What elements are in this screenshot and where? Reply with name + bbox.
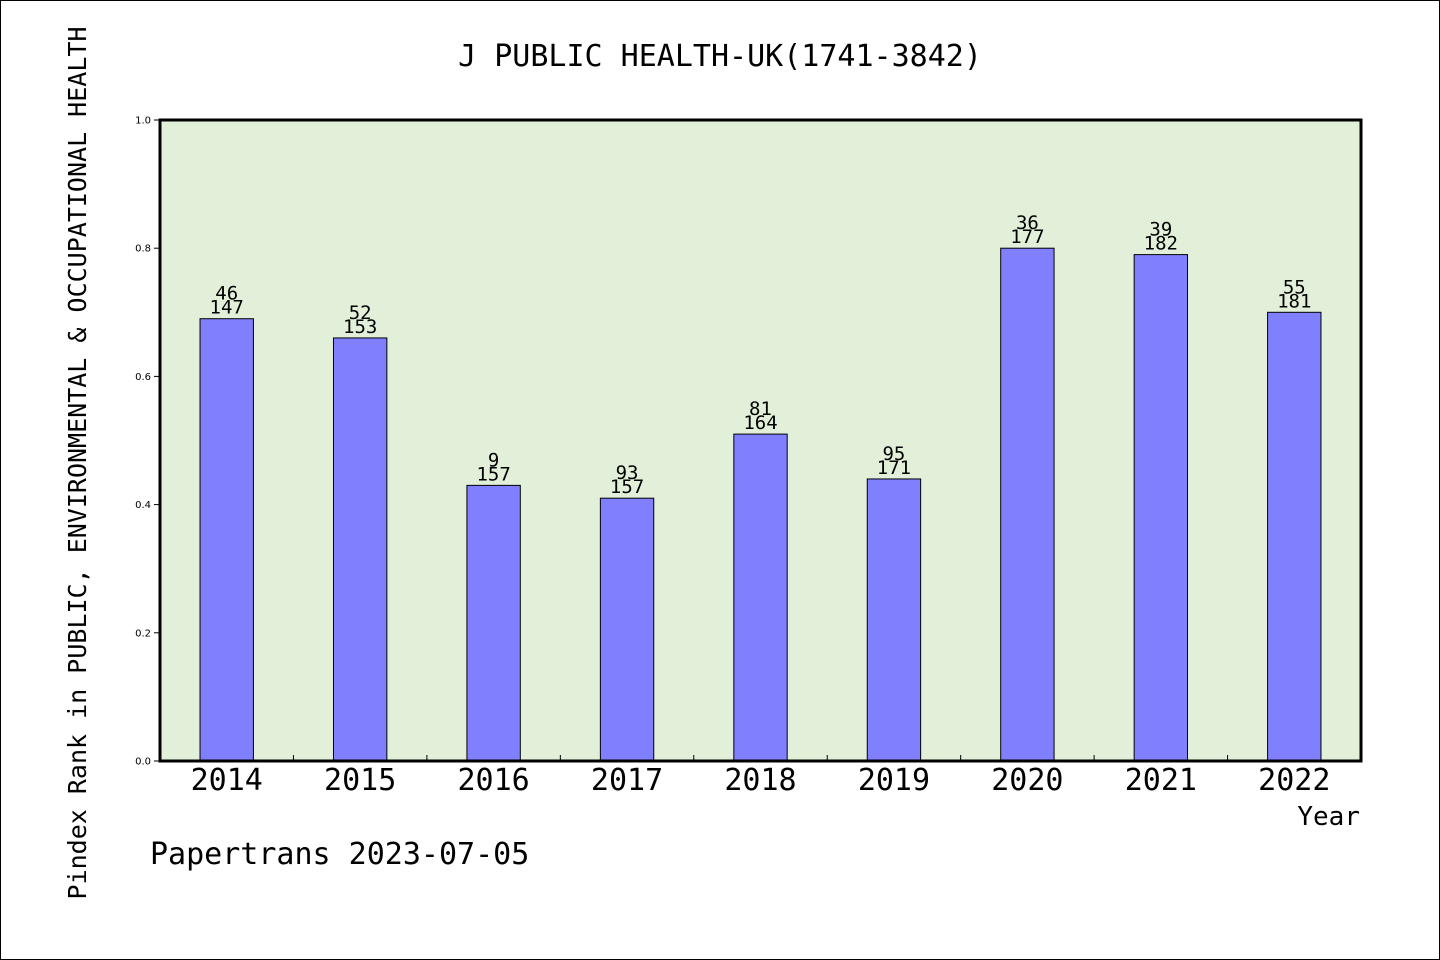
x-tick-label-2018: 2018 (724, 763, 796, 798)
y-tick-label: 0.0 (135, 757, 151, 768)
bar-2014 (199, 318, 254, 762)
x-axis-label: Year (1297, 802, 1360, 832)
rank-label-2018: 81 (749, 398, 772, 420)
rank-label-2021: 39 (1149, 219, 1172, 241)
total-label-2016: 157 (476, 463, 510, 485)
x-ticks-layer: 2014 2015 2016 2017 2018 2019 2020 2021 2022 (191, 755, 1330, 798)
rank-label-2020: 36 (1016, 212, 1039, 234)
rank-label-2017: 93 (616, 462, 639, 484)
y-tick-label: 0.4 (135, 500, 151, 511)
total-label-2017: 157 (610, 476, 644, 498)
x-tick-label-2019: 2019 (858, 763, 930, 798)
bars-layer (199, 247, 1322, 762)
rank-label-2014: 46 (215, 283, 238, 305)
x-tick-label-2017: 2017 (591, 763, 663, 798)
x-tick-label-2016: 2016 (457, 763, 529, 798)
y-tick-label: 0.2 (135, 628, 151, 639)
bar-2019 (866, 478, 922, 762)
bar-2022 (1267, 311, 1322, 762)
y-tick-label: 0.6 (135, 372, 151, 383)
rank-label-2015: 52 (349, 302, 372, 324)
bar-2015 (332, 337, 388, 762)
y-ticks-layer: 0.0 0.2 0.4 0.6 0.8 1.0 (135, 116, 160, 768)
rank-label-2016: 9 (488, 449, 499, 471)
x-tick-label-2014: 2014 (191, 763, 263, 798)
y-tick-label: 1.0 (135, 116, 151, 127)
footer-credit: Papertrans 2023-07-05 (150, 837, 529, 872)
plot-border (158, 118, 1363, 763)
x-tick-label-2020: 2020 (991, 763, 1063, 798)
total-label-2014: 147 (210, 297, 244, 319)
chart-title: J PUBLIC HEALTH-UK(1741-3842) (458, 39, 982, 74)
bar-2016 (466, 484, 521, 762)
y-axis-label: Pindex Rank in PUBLIC, ENVIRONMENTAL & O… (63, 27, 92, 900)
rank-label-2019: 95 (882, 443, 905, 465)
x-tick-label-2022: 2022 (1258, 763, 1330, 798)
bar-2018 (733, 433, 788, 762)
bar-2020 (1000, 247, 1055, 762)
total-label-2022: 181 (1277, 290, 1311, 312)
total-label-2020: 177 (1010, 226, 1044, 248)
bar-2021 (1133, 254, 1189, 762)
bar-2017 (599, 497, 655, 762)
x-tick-label-2021: 2021 (1125, 763, 1197, 798)
total-label-2015: 153 (343, 316, 377, 338)
y-tick-label: 0.8 (135, 244, 151, 255)
x-tick-label-2015: 2015 (324, 763, 396, 798)
total-label-2019: 171 (877, 457, 911, 479)
rank-label-2022: 55 (1283, 276, 1306, 298)
total-label-2018: 164 (743, 412, 777, 434)
total-label-2021: 182 (1144, 233, 1178, 255)
